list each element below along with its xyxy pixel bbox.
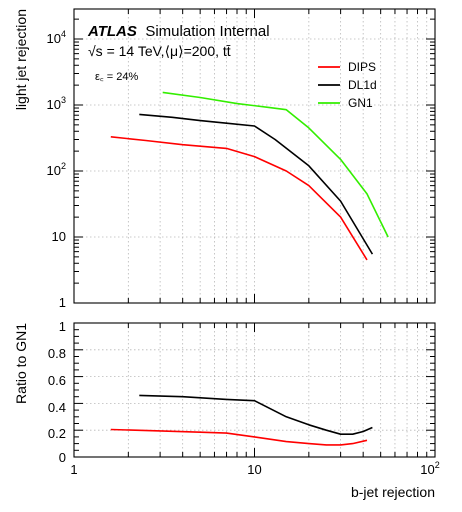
ratio-series-dl1d — [139, 394, 373, 436]
ratio-tick-0.8: 0.8 — [48, 346, 66, 361]
x-tick-labels: 1 10 102 — [70, 460, 439, 477]
legend-label-dl1d: DL1d — [348, 78, 377, 92]
process-label: √s = 14 TeV,⟨μ⟩=200, tt̄ — [88, 43, 231, 59]
x-tick-label-1: 1 — [70, 462, 77, 477]
axis-ticks — [73, 9, 436, 458]
efficiency-label: ε꜀ = 24% — [95, 71, 138, 83]
main-series-dl1d — [139, 113, 374, 255]
legend-label-dips: DIPS — [348, 60, 376, 74]
ratio-series-dips — [110, 428, 368, 446]
ratio-tick-1: 1 — [59, 319, 66, 334]
y-tick-label-1e3: 103 — [47, 95, 66, 112]
y-tick-label-1: 1 — [59, 295, 66, 310]
main-panel-curves — [110, 91, 389, 261]
legend-label-gn1: GN1 — [348, 96, 373, 110]
ratio-y-tick-labels: 1 0.8 0.6 0.4 0.2 0 — [48, 319, 66, 465]
y-tick-label-1e2: 102 — [47, 161, 66, 178]
y-tick-label-10: 10 — [52, 229, 66, 244]
y-tick-label-1e4: 104 — [47, 29, 66, 46]
ratio-tick-0.4: 0.4 — [48, 400, 66, 415]
x-tick-label-100: 102 — [420, 460, 439, 477]
ratio-tick-0: 0 — [59, 450, 66, 465]
ratio-panel-curves — [110, 394, 373, 446]
ratio-tick-0.2: 0.2 — [48, 426, 66, 441]
ratio-tick-0.6: 0.6 — [48, 373, 66, 388]
atlas-label: ATLAS Simulation Internal — [87, 23, 270, 40]
x-tick-label-10: 10 — [247, 462, 261, 477]
main-series-gn1 — [162, 91, 389, 238]
main-series-dips — [110, 136, 368, 261]
x-axis-title: b-jet rejection — [351, 484, 435, 500]
y-axis-title-main: light jet rejection — [13, 9, 29, 110]
legend: DIPS DL1d GN1 — [318, 60, 377, 110]
y-axis-title-ratio: Ratio to GN1 — [13, 323, 29, 404]
main-y-tick-labels: 104 103 102 10 1 — [47, 29, 66, 310]
